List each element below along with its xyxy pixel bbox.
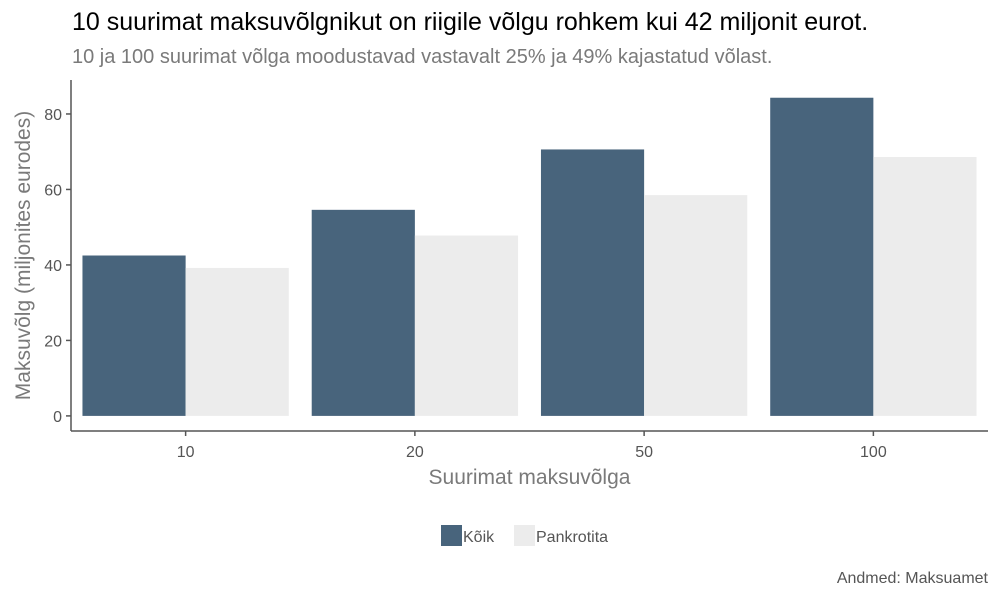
y-tick-label: 60	[44, 182, 62, 199]
x-axis-title: Suurimat maksuvõlga	[429, 466, 631, 489]
bar-pankrotita-10	[185, 267, 289, 416]
bar-kõik-100	[770, 97, 874, 416]
y-tick-label: 80	[44, 107, 62, 124]
y-tick-label: 20	[44, 333, 62, 350]
x-ticks: 10 20 50 100	[177, 431, 887, 461]
legend-swatch	[441, 525, 462, 546]
y-ticks: 0 20 40 60 80	[44, 107, 71, 426]
x-tick-label: 50	[635, 444, 653, 461]
bar-pankrotita-50	[644, 195, 748, 416]
x-tick-label: 100	[860, 444, 887, 461]
y-axis-title: Maksuvõlg (miljonites eurodes)	[12, 111, 35, 400]
source-caption: Andmed: Maksuamet	[836, 570, 988, 587]
y-tick-label: 0	[53, 409, 62, 426]
legend-swatch	[514, 525, 535, 546]
chart-subtitle: 10 ja 100 suurimat võlga moodustavad vas…	[72, 46, 773, 68]
x-tick-label: 20	[406, 444, 424, 461]
legend-label: Pankrotita	[536, 529, 608, 546]
chart-title: 10 suurimat maksuvõlgnikut on riigile võ…	[72, 8, 869, 36]
bars-group	[82, 97, 977, 416]
bar-kõik-10	[82, 255, 186, 416]
legend: Kõik Pankrotita	[441, 525, 608, 546]
bar-pankrotita-100	[873, 156, 977, 416]
bar-kõik-50	[540, 149, 645, 416]
y-tick-label: 40	[44, 258, 62, 275]
bar-kõik-20	[311, 209, 415, 416]
x-tick-label: 10	[177, 444, 195, 461]
legend-label: Kõik	[463, 529, 495, 546]
bar-pankrotita-20	[414, 235, 519, 416]
